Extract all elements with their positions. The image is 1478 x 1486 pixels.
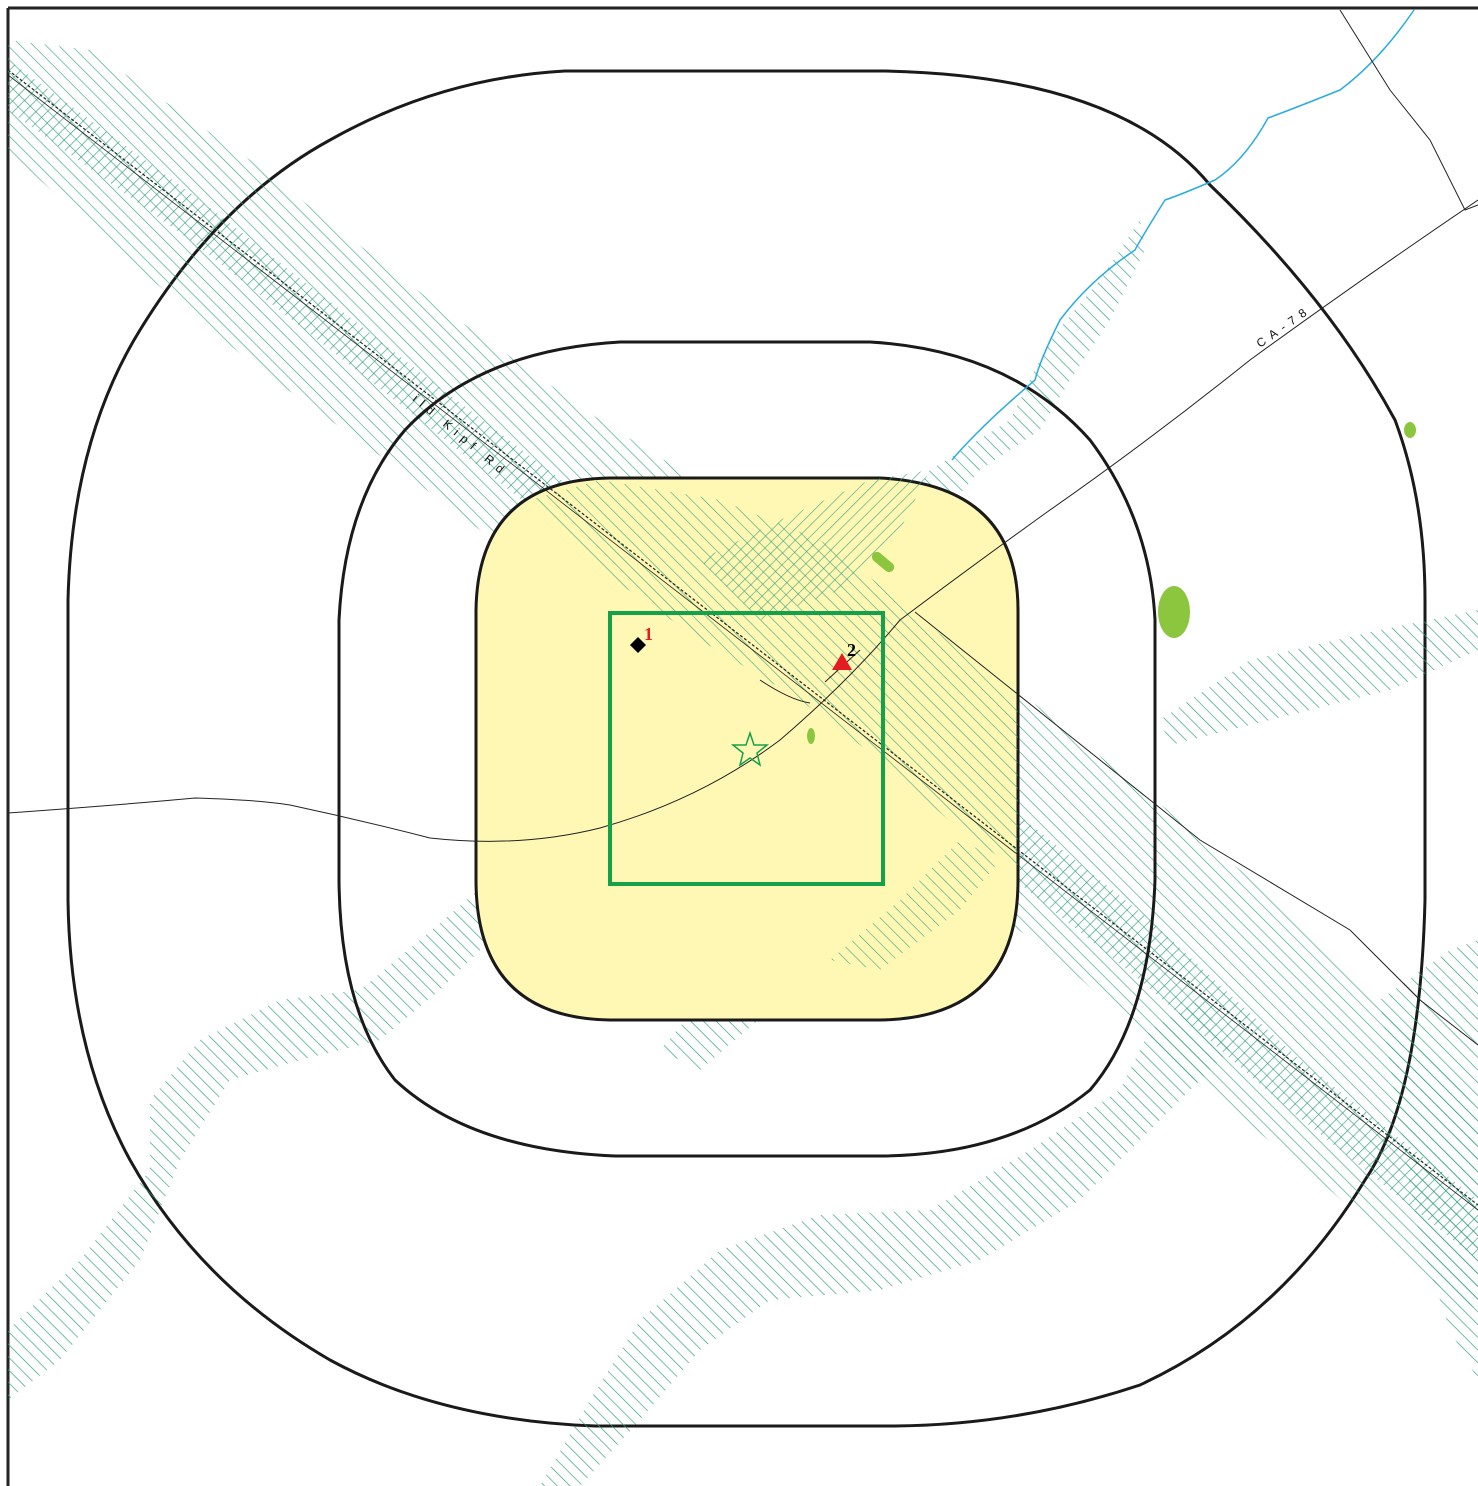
rail-line	[8, 69, 1478, 1206]
east-band-hatch	[1160, 610, 1478, 745]
site-1[interactable]: 1	[630, 624, 653, 653]
southwest-hatch	[8, 880, 500, 1400]
study-area-box	[608, 611, 885, 886]
site-1-label: 1	[644, 624, 653, 644]
diamond-icon	[630, 637, 646, 653]
outer-buffer-ring	[66, 69, 1427, 1428]
star-icon	[730, 730, 770, 767]
map-frame	[6, 6, 1478, 1486]
highway-label: CA-78	[1254, 302, 1314, 350]
far-east-hatch	[1380, 940, 1478, 1380]
middle-buffer-ring	[337, 340, 1157, 1158]
roads	[8, 9, 1478, 1211]
site-2-label: 2	[847, 640, 856, 660]
core-overlay-hatch	[530, 470, 1018, 970]
vegetation-patch	[1404, 422, 1416, 438]
triangle-icon	[832, 653, 852, 670]
stream	[951, 9, 1415, 461]
vegetation-patch	[871, 551, 895, 573]
site-2[interactable]: 2	[832, 640, 856, 670]
vegetation-patch	[1158, 586, 1190, 638]
southeast-hatch	[540, 1000, 1230, 1486]
vegetation-patch	[807, 728, 815, 744]
vegetation-patches	[807, 422, 1416, 744]
